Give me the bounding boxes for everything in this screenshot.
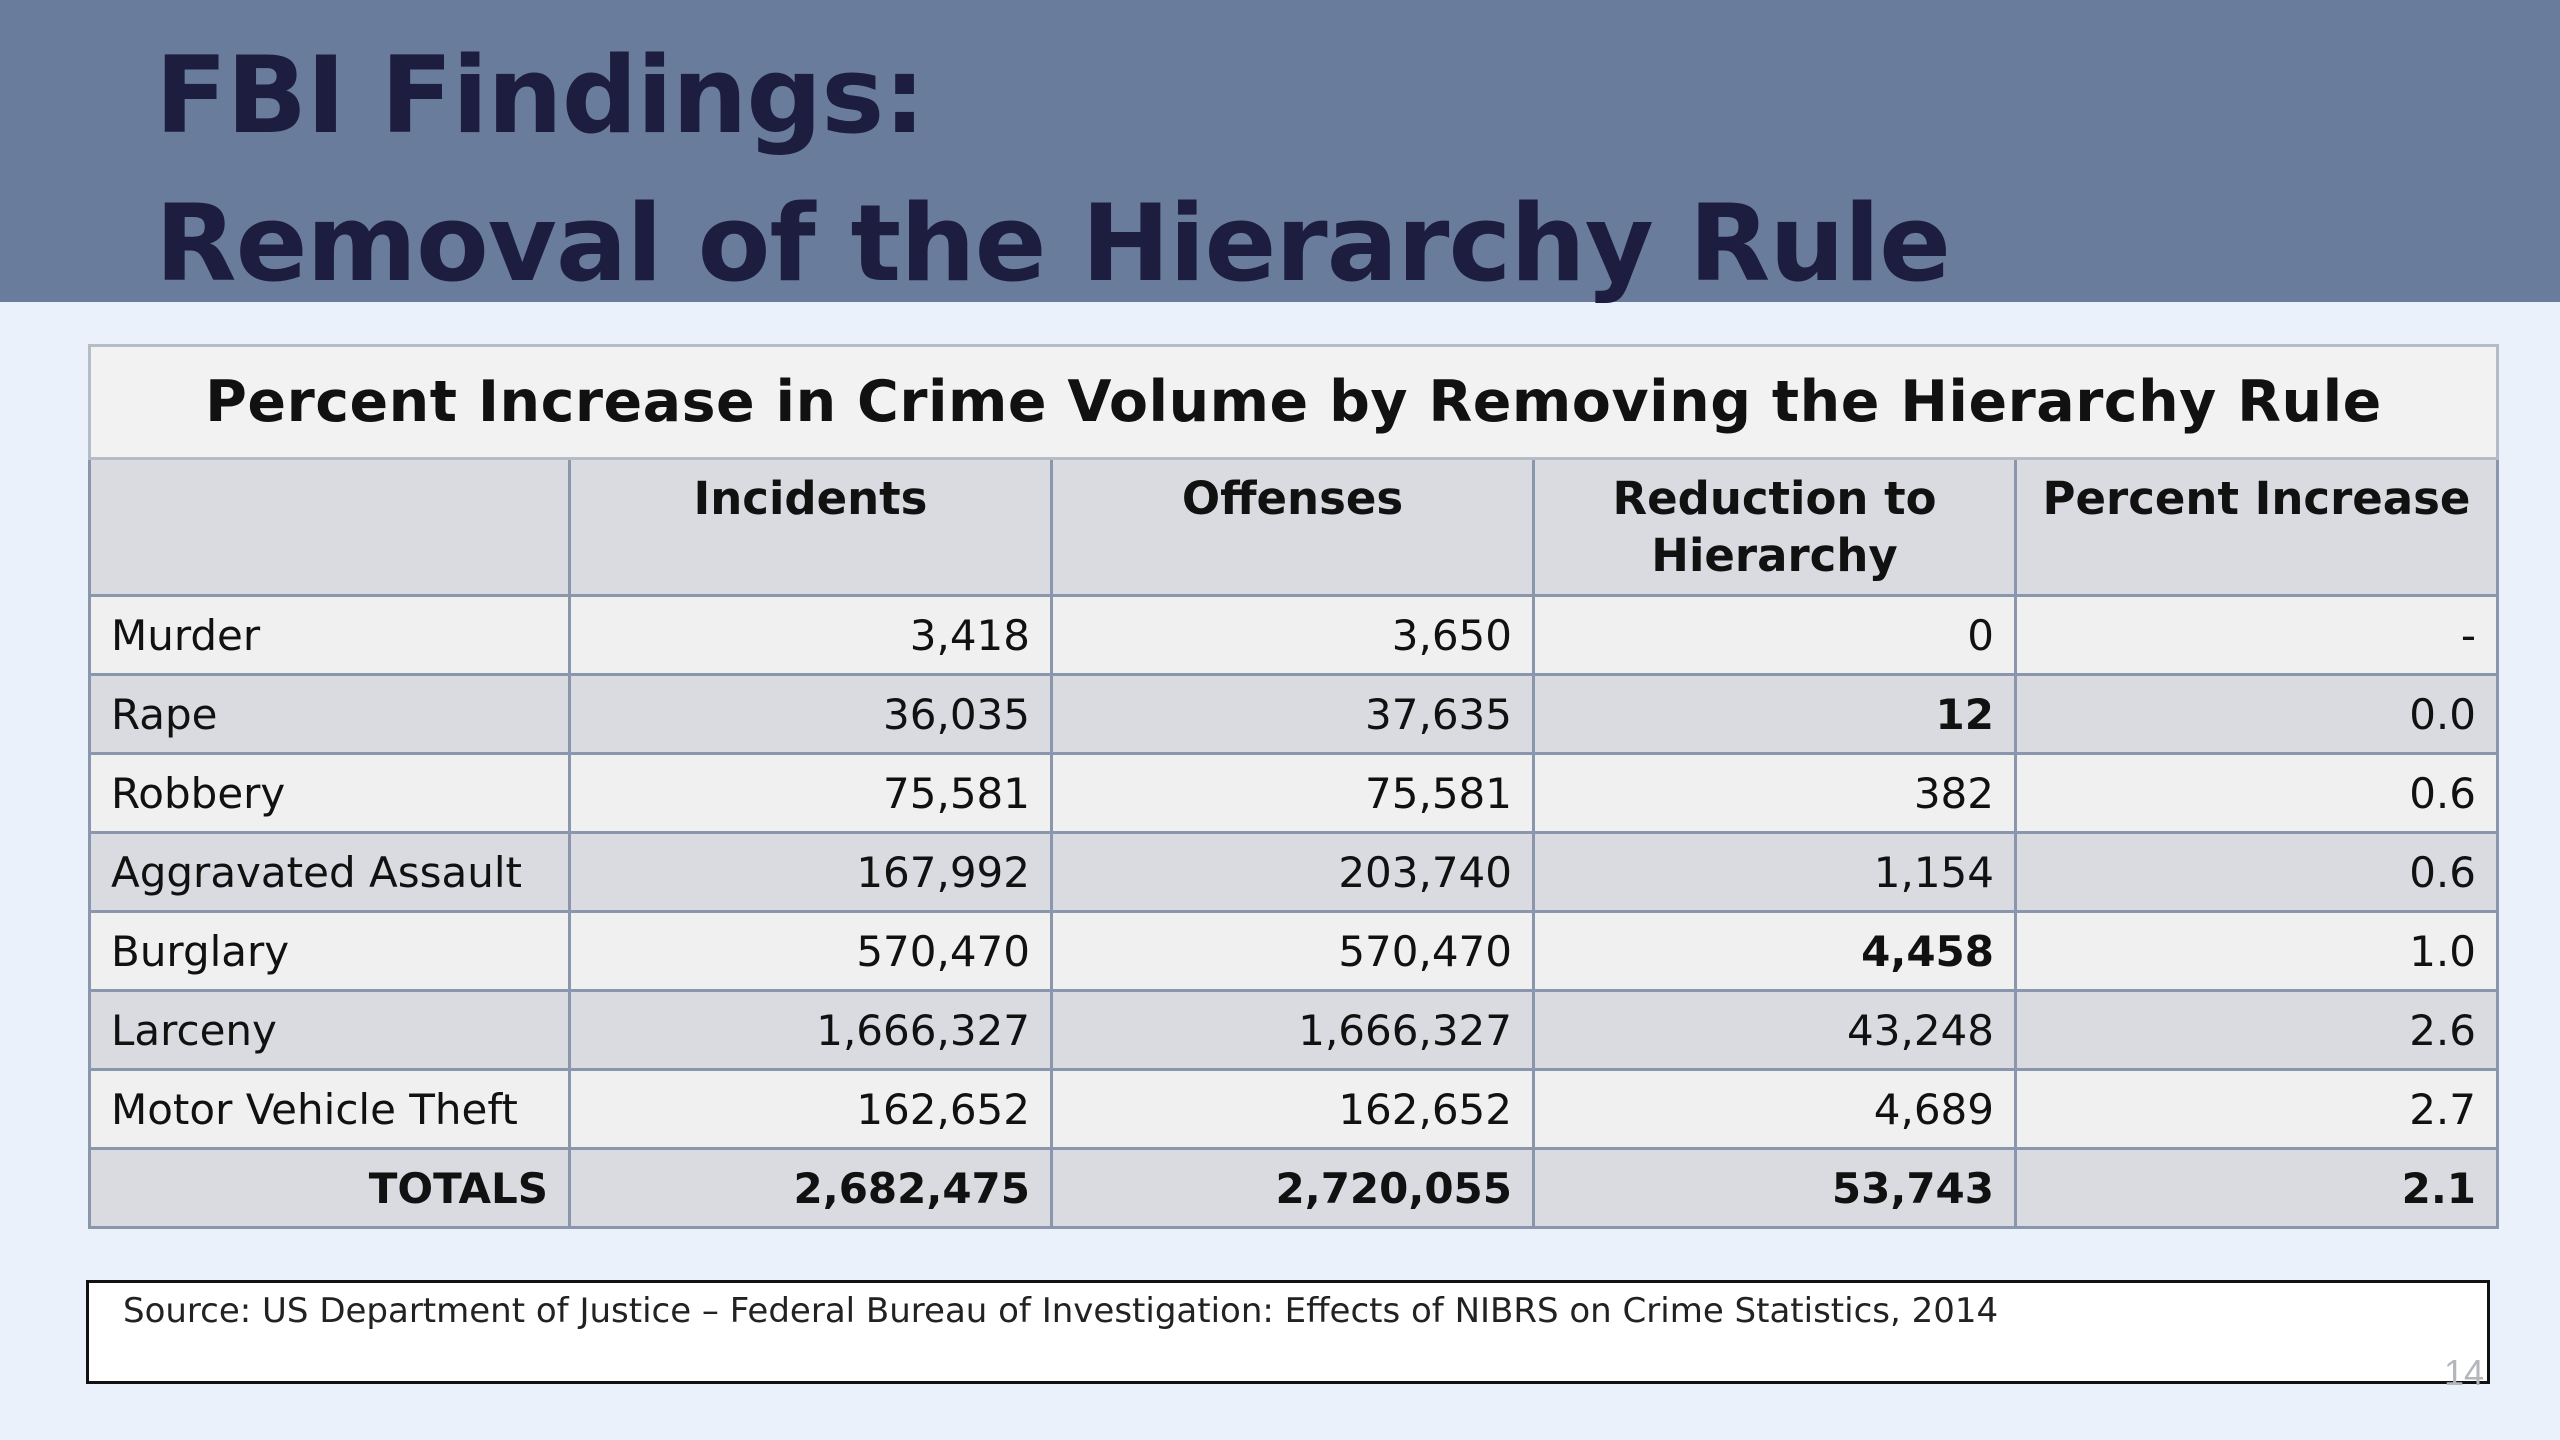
column-header-label xyxy=(88,457,571,597)
offenses-cell: 37,635 xyxy=(1050,673,1535,755)
percent-increase-cell: 0.6 xyxy=(2014,831,2499,913)
reduction-cell: 0 xyxy=(1532,594,2017,676)
reduction-cell: 1,154 xyxy=(1532,831,2017,913)
table-row: Murder 3,418 3,650 0 - xyxy=(88,594,2499,676)
totals-incidents: 2,682,475 xyxy=(568,1147,1053,1229)
totals-row: TOTALS 2,682,475 2,720,055 53,743 2.1 xyxy=(88,1147,2499,1229)
slide-title-line-1: FBI Findings: xyxy=(155,34,926,157)
row-label: Murder xyxy=(88,594,571,676)
column-header-reduction: Reduction to Hierarchy xyxy=(1532,457,2017,597)
offenses-cell: 1,666,327 xyxy=(1050,989,1535,1071)
percent-increase-cell: 2.6 xyxy=(2014,989,2499,1071)
offenses-cell: 3,650 xyxy=(1050,594,1535,676)
row-label: Aggravated Assault xyxy=(88,831,571,913)
reduction-cell: 43,248 xyxy=(1532,989,2017,1071)
totals-label: TOTALS xyxy=(88,1147,571,1229)
reduction-cell: 4,689 xyxy=(1532,1068,2017,1150)
reduction-cell: 12 xyxy=(1532,673,2017,755)
incidents-cell: 162,652 xyxy=(568,1068,1053,1150)
column-header-incidents: Incidents xyxy=(568,457,1053,597)
title-banner xyxy=(0,0,2560,302)
percent-increase-cell: 1.0 xyxy=(2014,910,2499,992)
totals-reduction: 53,743 xyxy=(1532,1147,2017,1229)
incidents-cell: 167,992 xyxy=(568,831,1053,913)
slide-title-line-2: Removal of the Hierarchy Rule xyxy=(155,182,1951,305)
crime-volume-table: Percent Increase in Crime Volume by Remo… xyxy=(88,344,2499,1229)
crime-volume-table-container: Percent Increase in Crime Volume by Remo… xyxy=(88,344,2499,1229)
source-citation-box: Source: US Department of Justice – Feder… xyxy=(86,1280,2490,1384)
percent-increase-cell: 2.7 xyxy=(2014,1068,2499,1150)
table-row: Aggravated Assault 167,992 203,740 1,154… xyxy=(88,831,2499,913)
incidents-cell: 75,581 xyxy=(568,752,1053,834)
table-caption: Percent Increase in Crime Volume by Remo… xyxy=(88,344,2499,460)
reduction-cell: 382 xyxy=(1532,752,2017,834)
incidents-cell: 36,035 xyxy=(568,673,1053,755)
offenses-cell: 75,581 xyxy=(1050,752,1535,834)
slide-page-number: 14 xyxy=(2443,1352,2484,1393)
row-label: Motor Vehicle Theft xyxy=(88,1068,571,1150)
offenses-cell: 162,652 xyxy=(1050,1068,1535,1150)
row-label: Rape xyxy=(88,673,571,755)
totals-percent-increase: 2.1 xyxy=(2014,1147,2499,1229)
offenses-cell: 570,470 xyxy=(1050,910,1535,992)
row-label: Burglary xyxy=(88,910,571,992)
column-header-percent-increase: Percent Increase xyxy=(2014,457,2499,597)
source-citation-text: Source: US Department of Justice – Feder… xyxy=(123,1291,1999,1331)
table-row: Motor Vehicle Theft 162,652 162,652 4,68… xyxy=(88,1068,2499,1150)
incidents-cell: 1,666,327 xyxy=(568,989,1053,1071)
percent-increase-cell: 0.0 xyxy=(2014,673,2499,755)
incidents-cell: 570,470 xyxy=(568,910,1053,992)
incidents-cell: 3,418 xyxy=(568,594,1053,676)
totals-offenses: 2,720,055 xyxy=(1050,1147,1535,1229)
row-label: Robbery xyxy=(88,752,571,834)
percent-increase-cell: - xyxy=(2014,594,2499,676)
reduction-cell: 4,458 xyxy=(1532,910,2017,992)
table-row: Robbery 75,581 75,581 382 0.6 xyxy=(88,752,2499,834)
row-label: Larceny xyxy=(88,989,571,1071)
percent-increase-cell: 0.6 xyxy=(2014,752,2499,834)
offenses-cell: 203,740 xyxy=(1050,831,1535,913)
slide-title: FBI Findings: Removal of the Hierarchy R… xyxy=(155,22,1951,318)
column-header-offenses: Offenses xyxy=(1050,457,1535,597)
table-row: Larceny 1,666,327 1,666,327 43,248 2.6 xyxy=(88,989,2499,1071)
table-row: Burglary 570,470 570,470 4,458 1.0 xyxy=(88,910,2499,992)
table-row: Rape 36,035 37,635 12 0.0 xyxy=(88,673,2499,755)
